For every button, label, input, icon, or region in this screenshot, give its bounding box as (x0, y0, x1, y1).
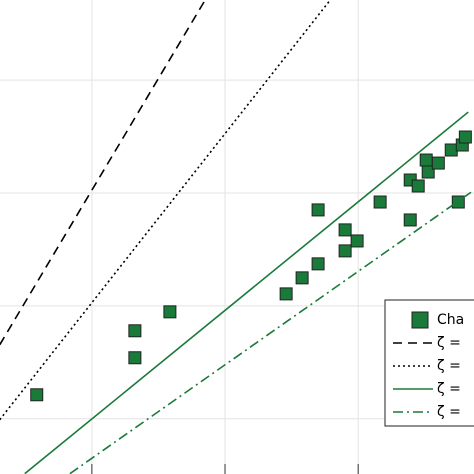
point (311, 203, 325, 217)
point (338, 244, 352, 258)
line (0, 0, 206, 346)
point (128, 351, 142, 365)
point (30, 388, 44, 402)
point (458, 130, 472, 144)
point (311, 257, 325, 271)
point (403, 213, 417, 227)
line (69, 189, 474, 474)
point (163, 305, 177, 319)
point (444, 143, 458, 157)
legend-marker (411, 311, 429, 329)
legend-label: ζ = (437, 404, 461, 420)
line (0, 0, 331, 421)
point (431, 156, 445, 170)
point (338, 223, 352, 237)
line (24, 111, 469, 474)
point (373, 195, 387, 209)
point (295, 271, 309, 285)
point (279, 287, 293, 301)
legend-box (384, 299, 474, 427)
point (451, 195, 465, 209)
legend-label: ζ = (437, 335, 461, 351)
point (411, 179, 425, 193)
point (421, 165, 435, 179)
legend-label: Cha (437, 312, 464, 328)
point (128, 324, 142, 338)
legend-label: ζ = (437, 358, 461, 374)
point (350, 234, 364, 248)
legend-label: ζ = (437, 381, 461, 397)
point (419, 153, 433, 167)
